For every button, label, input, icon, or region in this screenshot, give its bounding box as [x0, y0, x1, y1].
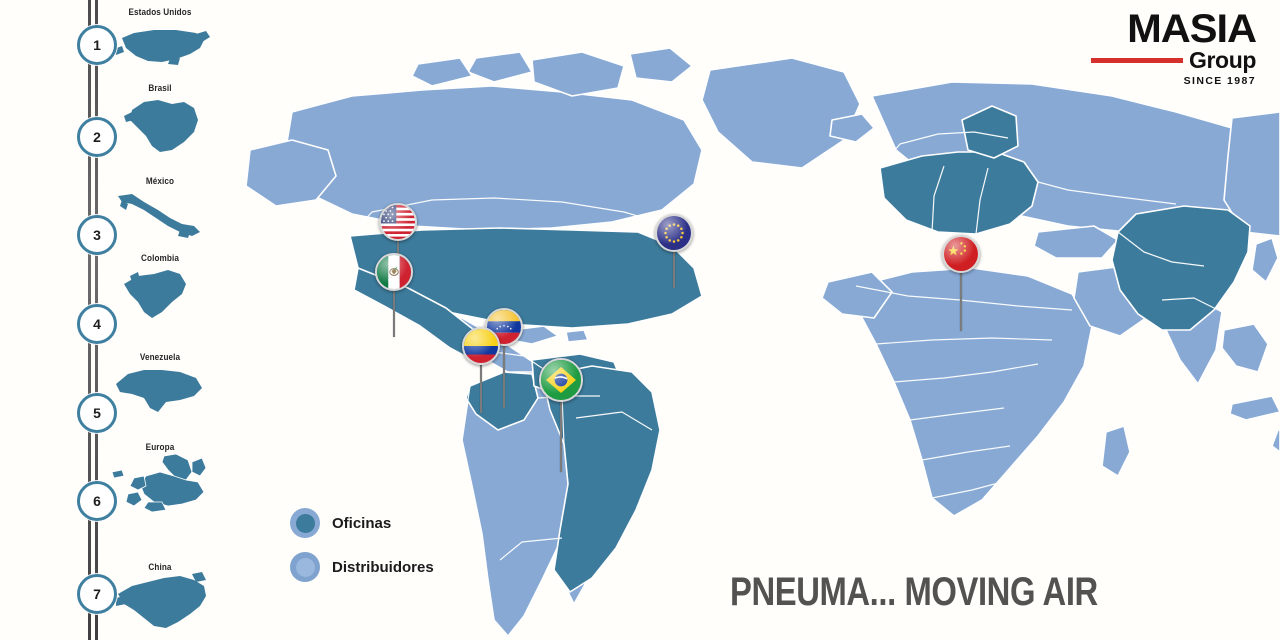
country-label-mexico: México — [145, 176, 175, 187]
country-label-colombia: Colombia — [141, 253, 179, 264]
country-label-venezuela: Venezuela — [139, 352, 181, 363]
country-shape-estados-unidos — [110, 18, 214, 80]
flag-colombia-icon — [462, 327, 500, 365]
country-label-europa: Europa — [145, 442, 175, 453]
pin-stem — [503, 346, 505, 408]
flag-european-union-icon — [655, 214, 693, 252]
legend-item-oficinas: Oficinas — [290, 508, 434, 538]
logo-since-text: SINCE 1987 — [1183, 75, 1256, 87]
step-number-1[interactable]: 1 — [77, 25, 117, 65]
legend-item-distribuidores: Distribuidores — [290, 552, 434, 582]
flag-china-icon — [942, 235, 980, 273]
step-number-4[interactable]: 4 — [77, 304, 117, 344]
legend-label-distribuidores: Distribuidores — [332, 558, 434, 576]
pin-china[interactable] — [942, 235, 980, 331]
logo-group-text: Group — [1189, 47, 1256, 73]
pin-europa[interactable] — [655, 214, 693, 288]
country-label-brasil: Brasil — [148, 83, 172, 94]
country-shape-venezuela — [110, 362, 214, 424]
legend-label-oficinas: Oficinas — [332, 514, 392, 532]
pin-stem — [393, 291, 395, 337]
flag-brazil-icon — [539, 358, 583, 402]
flag-mexico-icon — [375, 253, 413, 291]
country-shape-mexico — [110, 186, 214, 248]
pin-mexico[interactable] — [375, 253, 413, 337]
map-legend: Oficinas Distribuidores — [290, 508, 434, 596]
country-shape-brasil — [110, 94, 214, 156]
step-number-5[interactable]: 5 — [77, 393, 117, 433]
country-label-estados-unidos: Estados Unidos — [128, 7, 192, 18]
flag-united-states-icon — [379, 203, 417, 241]
pin-colombia[interactable] — [462, 327, 500, 413]
country-shape-europa — [110, 452, 214, 514]
logo-red-bar — [1091, 58, 1183, 63]
country-label-china: China — [148, 562, 172, 573]
legend-dot-distributor-icon — [290, 552, 320, 582]
step-number-3[interactable]: 3 — [77, 215, 117, 255]
pin-stem — [480, 365, 482, 413]
step-number-7[interactable]: 7 — [77, 574, 117, 614]
pin-brasil[interactable] — [539, 358, 583, 472]
legend-dot-office-icon — [290, 508, 320, 538]
pin-stem — [673, 252, 675, 288]
step-number-2[interactable]: 2 — [77, 117, 117, 157]
country-shape-china — [110, 572, 214, 634]
country-shape-colombia — [110, 264, 214, 326]
masia-group-logo: MASIA Group SINCE 1987 — [1066, 9, 1257, 87]
logo-wordmark: MASIA — [1127, 7, 1257, 51]
tagline: PNEUMA... MOVING AIR — [730, 570, 1098, 614]
pin-stem — [960, 273, 962, 331]
pin-stem — [560, 402, 562, 472]
step-number-6[interactable]: 6 — [77, 481, 117, 521]
